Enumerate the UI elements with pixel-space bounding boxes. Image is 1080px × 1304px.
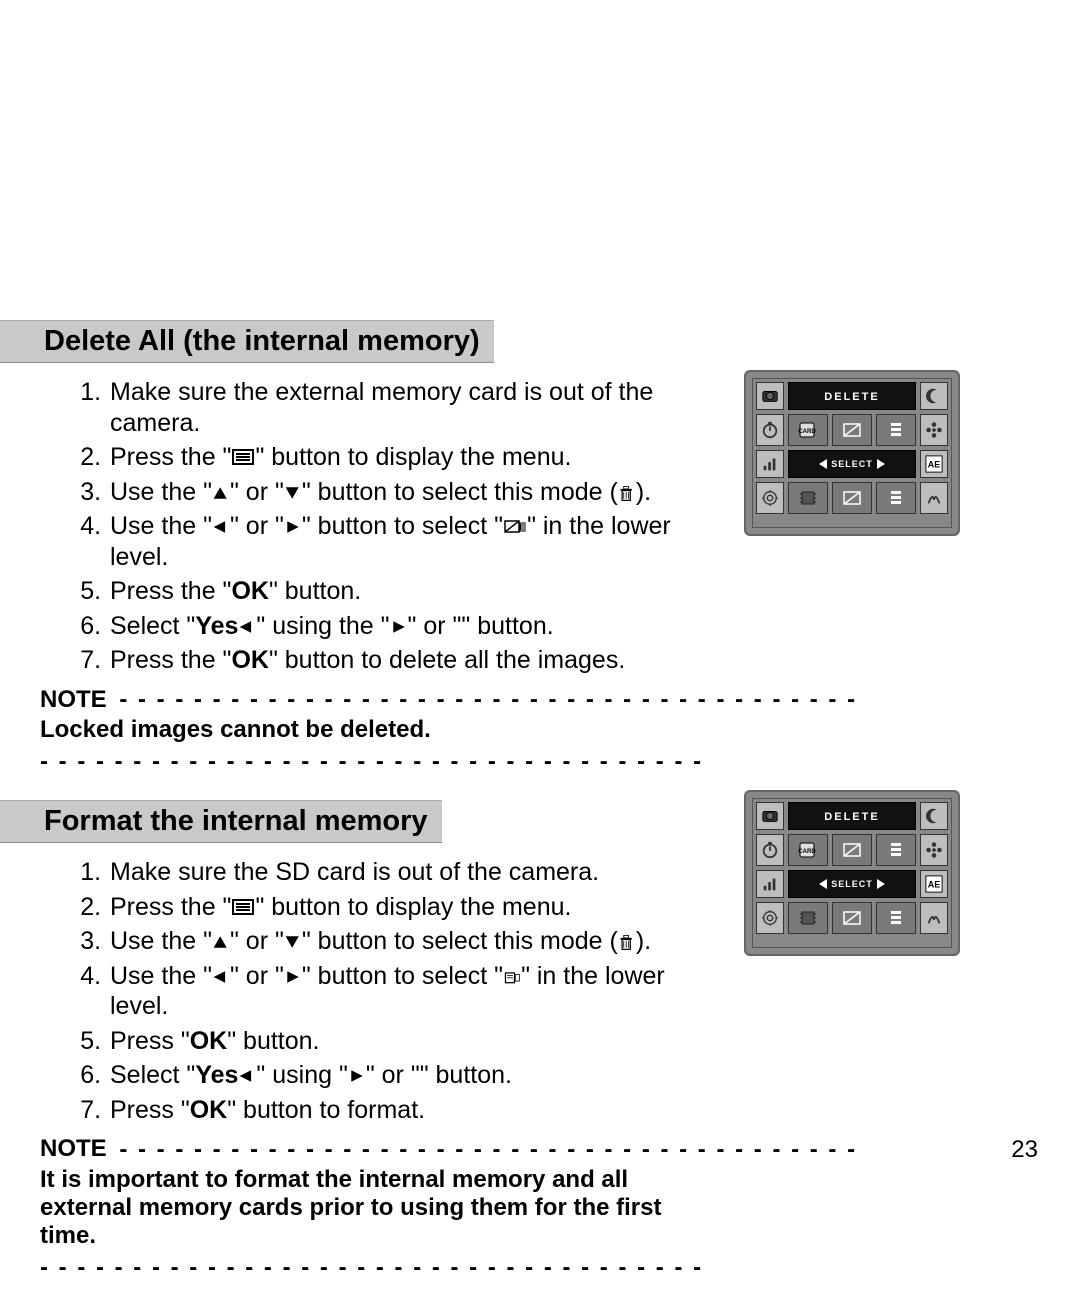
chip-icon <box>788 902 828 934</box>
page-number: 23 <box>1011 1136 1038 1164</box>
note-label-1: NOTE - - - - - - - - - - - - - - - - - -… <box>40 686 980 715</box>
image-icon <box>832 482 872 514</box>
card-icon <box>788 414 828 446</box>
lcd-side-icon <box>920 870 948 898</box>
step-item: Use the "" or "" button to select this m… <box>108 477 690 512</box>
chip-icon <box>788 482 828 514</box>
trash-icon <box>618 933 636 951</box>
note-label-2: NOTE - - - - - - - - - - - - - - - - - -… <box>40 1135 980 1164</box>
step-item: Make sure the external memory card is ou… <box>108 377 690 442</box>
right-icon <box>284 518 302 536</box>
lcd-side-icon <box>756 870 784 898</box>
step-item: Make sure the SD card is out of the came… <box>108 857 690 892</box>
left-icon <box>238 618 256 636</box>
menu-icon <box>231 449 255 467</box>
lcd-side-icon <box>756 802 784 830</box>
lcd-row <box>788 414 916 446</box>
steps-format: Make sure the SD card is out of the came… <box>40 857 690 1129</box>
lcd-side-icon <box>920 382 948 410</box>
lcd-side-icon <box>756 482 784 514</box>
step-item: Use the "" or "" button to select "" in … <box>108 961 690 1026</box>
step-item: Press "OK" button to format. <box>108 1095 690 1130</box>
menu-icon <box>231 899 255 917</box>
step-item: Press the "" button to display the menu. <box>108 442 690 477</box>
note-body-1: Locked images cannot be deleted. <box>40 716 700 744</box>
step-item: Use the "" or "" button to select this m… <box>108 926 690 961</box>
step-item: Press the "OK" button to delete all the … <box>108 645 690 680</box>
lcd-row <box>788 482 916 514</box>
down-icon <box>284 484 302 502</box>
stack-icon <box>876 902 916 934</box>
step-item: Select "Yes" using the "" or "" button. <box>108 611 690 646</box>
lcd-title: DELETE <box>788 382 916 410</box>
lcd-row <box>788 834 916 866</box>
left-icon <box>212 518 230 536</box>
image-icon <box>832 414 872 446</box>
note-body-2: It is important to format the internal m… <box>40 1166 700 1250</box>
camera-lcd: DELETE SELECT <box>744 790 960 956</box>
heading-format: Format the internal memory <box>0 800 442 843</box>
card-icon <box>788 834 828 866</box>
right-icon <box>390 618 408 636</box>
lcd-title: DELETE <box>788 802 916 830</box>
step-item: Select "Yes" using "" or "" button. <box>108 1060 690 1095</box>
step-item: Press the "OK" button. <box>108 576 690 611</box>
heading-delete-all: Delete All (the internal memory) <box>0 320 494 363</box>
lcd-select-bar: SELECT <box>788 870 916 898</box>
step-item: Press the "" button to display the menu. <box>108 892 690 927</box>
lcd-side-icon <box>756 834 784 866</box>
right-icon <box>348 1067 366 1085</box>
trash-icon <box>618 484 636 502</box>
left-icon <box>212 968 230 986</box>
image-icon <box>832 834 872 866</box>
stack-icon <box>876 414 916 446</box>
step-item: Use the "" or "" button to select "" in … <box>108 511 690 576</box>
image-icon <box>832 902 872 934</box>
steps-delete-all: Make sure the external memory card is ou… <box>40 377 690 680</box>
right-icon <box>284 968 302 986</box>
lcd-side-icon <box>920 834 948 866</box>
lcd-side-icon <box>756 382 784 410</box>
lcd-side-icon <box>756 414 784 446</box>
lcd-side-icon <box>756 902 784 934</box>
step-item: Press "OK" button. <box>108 1026 690 1061</box>
up-icon <box>212 933 230 951</box>
lcd-row <box>788 902 916 934</box>
dash-rule-1: - - - - - - - - - - - - - - - - - - - - … <box>40 748 710 776</box>
camera-lcd: DELETE SELECT <box>744 370 960 536</box>
format-icon <box>503 968 521 986</box>
down-icon <box>284 933 302 951</box>
lcd-side-icon <box>920 802 948 830</box>
lcd-side-icon <box>920 450 948 478</box>
lcd-side-icon <box>756 450 784 478</box>
left-icon <box>238 1067 256 1085</box>
dash-rule-2: - - - - - - - - - - - - - - - - - - - - … <box>40 1254 710 1282</box>
up-icon <box>212 484 230 502</box>
stack-icon <box>876 834 916 866</box>
stack-icon <box>876 482 916 514</box>
lcd-select-bar: SELECT <box>788 450 916 478</box>
delete-all-icon <box>503 518 527 536</box>
lcd-side-icon <box>920 414 948 446</box>
lcd-side-icon <box>920 482 948 514</box>
lcd-side-icon <box>920 902 948 934</box>
